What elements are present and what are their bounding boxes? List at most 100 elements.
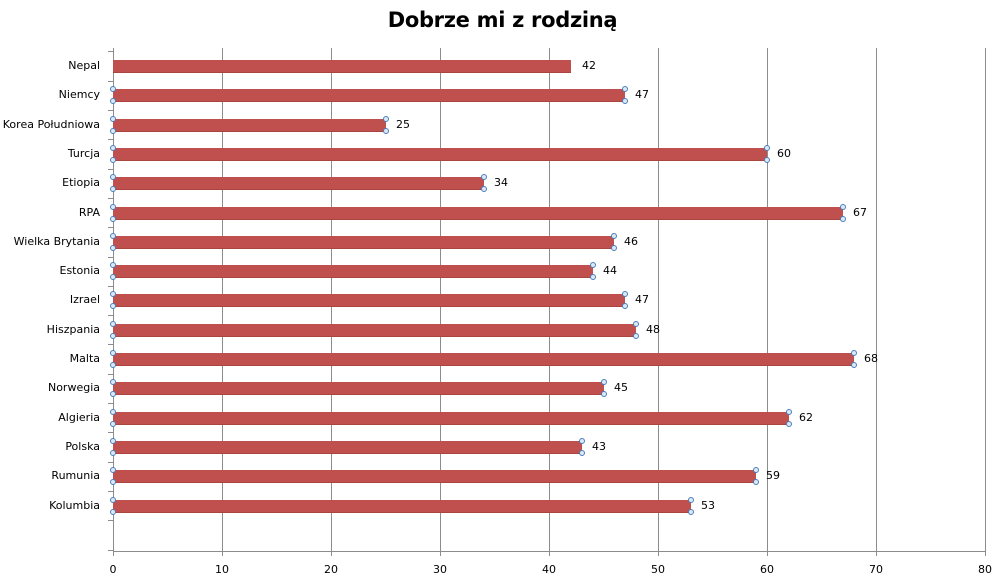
selection-handle[interactable] xyxy=(622,303,628,309)
bar-algieria[interactable] xyxy=(113,412,789,424)
selection-handle[interactable] xyxy=(383,116,389,122)
selection-handle[interactable] xyxy=(764,145,770,151)
selection-handle[interactable] xyxy=(110,467,116,473)
selection-handle[interactable] xyxy=(481,186,487,192)
bar-rpa[interactable] xyxy=(113,207,843,219)
selection-handle[interactable] xyxy=(110,479,116,485)
selection-handle[interactable] xyxy=(110,303,116,309)
selection-handle[interactable] xyxy=(110,86,116,92)
data-label: 34 xyxy=(494,176,508,189)
bar-nepal[interactable] xyxy=(113,60,571,72)
x-tick-label: 10 xyxy=(215,563,229,576)
selection-handle[interactable] xyxy=(601,379,607,385)
gridline xyxy=(767,48,768,552)
bar-polska[interactable] xyxy=(113,441,582,453)
selection-handle[interactable] xyxy=(622,86,628,92)
bar-estonia[interactable] xyxy=(113,265,593,277)
selection-handle[interactable] xyxy=(110,321,116,327)
category-label: Nepal xyxy=(68,59,100,72)
selection-handle[interactable] xyxy=(590,262,596,268)
selection-handle[interactable] xyxy=(110,98,116,104)
selection-handle[interactable] xyxy=(110,409,116,415)
selection-handle[interactable] xyxy=(110,204,116,210)
selection-handle[interactable] xyxy=(481,174,487,180)
bar-izrael[interactable] xyxy=(113,294,625,306)
bar-korea-południowa[interactable] xyxy=(113,119,386,131)
bar-wielka-brytania[interactable] xyxy=(113,236,614,248)
selection-handle[interactable] xyxy=(110,216,116,222)
selection-handle[interactable] xyxy=(688,509,694,515)
selection-handle[interactable] xyxy=(110,333,116,339)
bar-rumunia[interactable] xyxy=(113,470,756,482)
selection-handle[interactable] xyxy=(110,362,116,368)
selection-handle[interactable] xyxy=(590,274,596,280)
selection-handle[interactable] xyxy=(110,233,116,239)
selection-handle[interactable] xyxy=(110,245,116,251)
category-label: Izrael xyxy=(69,293,100,306)
selection-handle[interactable] xyxy=(688,497,694,503)
selection-handle[interactable] xyxy=(110,421,116,427)
selection-handle[interactable] xyxy=(601,391,607,397)
x-tick-label: 50 xyxy=(651,563,665,576)
bar-etiopia[interactable] xyxy=(113,177,484,189)
selection-handle[interactable] xyxy=(622,98,628,104)
data-label: 44 xyxy=(603,264,617,277)
selection-handle[interactable] xyxy=(579,450,585,456)
category-label: Hiszpania xyxy=(46,323,100,336)
x-tick-label: 70 xyxy=(869,563,883,576)
data-label: 47 xyxy=(635,293,649,306)
selection-handle[interactable] xyxy=(110,116,116,122)
bar-malta[interactable] xyxy=(113,353,854,365)
data-label: 25 xyxy=(396,118,410,131)
gridline xyxy=(876,48,877,552)
data-label: 46 xyxy=(624,235,638,248)
selection-handle[interactable] xyxy=(110,450,116,456)
x-tick-label: 80 xyxy=(978,563,992,576)
selection-handle[interactable] xyxy=(579,438,585,444)
data-label: 43 xyxy=(592,440,606,453)
selection-handle[interactable] xyxy=(611,233,617,239)
selection-handle[interactable] xyxy=(110,174,116,180)
selection-handle[interactable] xyxy=(611,245,617,251)
bar-hiszpania[interactable] xyxy=(113,324,636,336)
selection-handle[interactable] xyxy=(786,421,792,427)
y-tick xyxy=(108,257,113,258)
bar-turcja[interactable] xyxy=(113,148,767,160)
data-label: 67 xyxy=(853,206,867,219)
bar-kolumbia[interactable] xyxy=(113,500,691,512)
x-tick xyxy=(549,551,550,556)
selection-handle[interactable] xyxy=(110,350,116,356)
selection-handle[interactable] xyxy=(110,291,116,297)
selection-handle[interactable] xyxy=(840,216,846,222)
y-tick xyxy=(108,139,113,140)
selection-handle[interactable] xyxy=(110,509,116,515)
selection-handle[interactable] xyxy=(110,274,116,280)
selection-handle[interactable] xyxy=(110,157,116,163)
selection-handle[interactable] xyxy=(110,379,116,385)
selection-handle[interactable] xyxy=(786,409,792,415)
x-tick xyxy=(985,551,986,556)
bar-niemcy[interactable] xyxy=(113,89,625,101)
selection-handle[interactable] xyxy=(622,291,628,297)
bar-norwegia[interactable] xyxy=(113,382,604,394)
selection-handle[interactable] xyxy=(633,333,639,339)
data-label: 53 xyxy=(701,499,715,512)
selection-handle[interactable] xyxy=(110,438,116,444)
data-label: 62 xyxy=(799,411,813,424)
selection-handle[interactable] xyxy=(851,362,857,368)
selection-handle[interactable] xyxy=(110,128,116,134)
selection-handle[interactable] xyxy=(383,128,389,134)
selection-handle[interactable] xyxy=(110,145,116,151)
selection-handle[interactable] xyxy=(110,262,116,268)
selection-handle[interactable] xyxy=(110,497,116,503)
selection-handle[interactable] xyxy=(753,467,759,473)
selection-handle[interactable] xyxy=(851,350,857,356)
selection-handle[interactable] xyxy=(764,157,770,163)
data-label: 48 xyxy=(646,323,660,336)
selection-handle[interactable] xyxy=(110,186,116,192)
y-tick xyxy=(108,110,113,111)
selection-handle[interactable] xyxy=(633,321,639,327)
selection-handle[interactable] xyxy=(110,391,116,397)
selection-handle[interactable] xyxy=(753,479,759,485)
selection-handle[interactable] xyxy=(840,204,846,210)
